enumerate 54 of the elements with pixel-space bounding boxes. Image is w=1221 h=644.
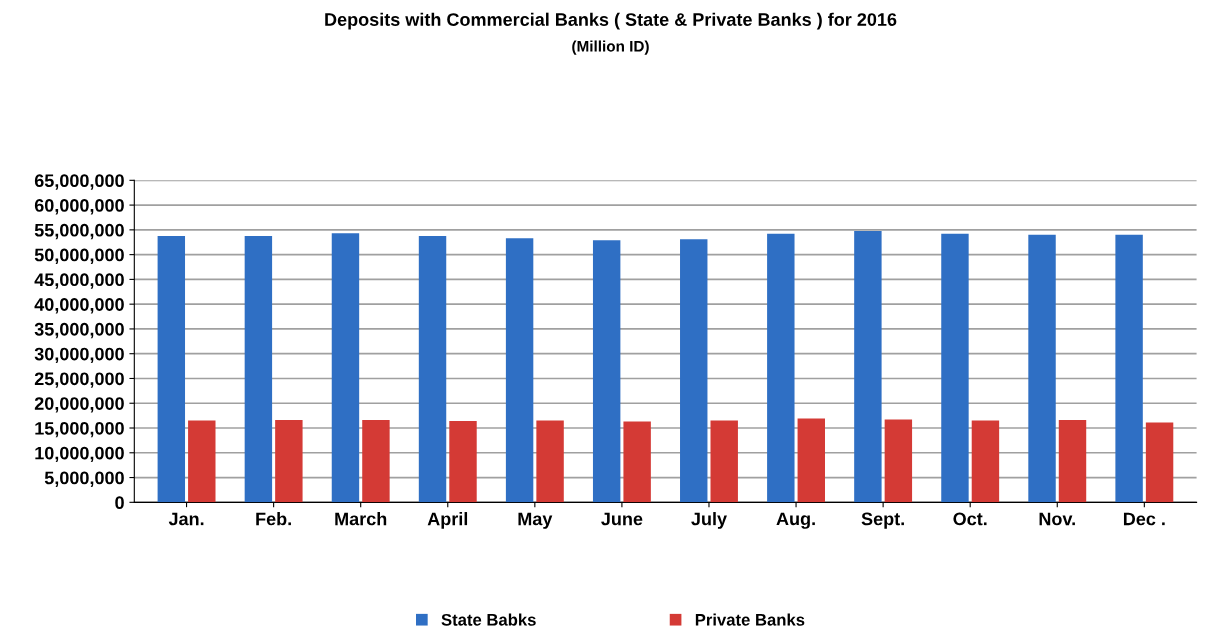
bar <box>854 231 882 503</box>
bar <box>505 238 534 503</box>
bar <box>244 236 273 503</box>
chart-subtitle: (Million ID) <box>572 40 649 55</box>
y-tick-label: 50,000,000 <box>34 248 124 264</box>
bar <box>362 420 390 503</box>
y-tick-label: 10,000,000 <box>35 446 124 463</box>
bar <box>680 239 708 503</box>
x-tick-label: April <box>427 512 468 529</box>
y-tick-label: 30,000,000 <box>34 347 124 364</box>
y-tick-label: 45,000,000 <box>34 273 124 289</box>
y-tick-label: 25,000,000 <box>34 372 124 388</box>
bar <box>157 236 186 503</box>
bar <box>188 420 216 503</box>
bar <box>623 421 651 503</box>
x-tick-label: Oct. <box>953 512 987 526</box>
bar <box>275 420 303 503</box>
y-tick-label: 60,000,000 <box>34 199 124 215</box>
legend-label: State Babks <box>441 613 536 626</box>
bar <box>449 421 477 503</box>
x-tick-label: July <box>691 512 727 529</box>
bar <box>971 420 1000 503</box>
bar <box>592 240 621 503</box>
y-tick-label: 35,000,000 <box>34 322 124 339</box>
x-tick-label: May <box>518 512 553 529</box>
y-tick-label: 65,000,000 <box>34 174 124 190</box>
x-tick-label: Feb. <box>256 512 291 526</box>
x-tick-label: Aug. <box>776 512 815 529</box>
bar <box>418 236 447 503</box>
bar <box>941 233 969 503</box>
y-tick-label: 15,000,000 <box>35 421 124 438</box>
bar <box>1115 234 1143 503</box>
y-tick-label: 20,000,000 <box>34 397 124 413</box>
bar <box>331 233 360 503</box>
bar <box>1145 422 1174 503</box>
bar <box>1028 234 1056 503</box>
chart-title: Deposits with Commercial Banks ( State & Private Banks ) for 2016 <box>325 12 897 30</box>
bar <box>767 233 795 503</box>
legend-label: Private Banks <box>695 613 805 626</box>
y-tick-label: 40,000,000 <box>34 298 124 314</box>
x-tick-label: Nov. <box>1039 512 1075 526</box>
bar <box>1058 420 1087 503</box>
bar <box>710 420 738 503</box>
x-tick-label: March <box>335 512 387 526</box>
x-tick-label: June <box>601 512 643 526</box>
x-tick-label: Sept. <box>861 512 904 529</box>
x-tick-label: Jan. <box>168 512 204 526</box>
x-tick-label: Dec . <box>1123 512 1165 526</box>
bar <box>536 420 564 503</box>
bar <box>797 418 825 503</box>
bar <box>884 419 913 503</box>
y-tick-label: 55,000,000 <box>34 223 124 240</box>
y-tick-label: 5,000,000 <box>44 471 124 487</box>
y-tick-label: 0 <box>115 496 124 510</box>
